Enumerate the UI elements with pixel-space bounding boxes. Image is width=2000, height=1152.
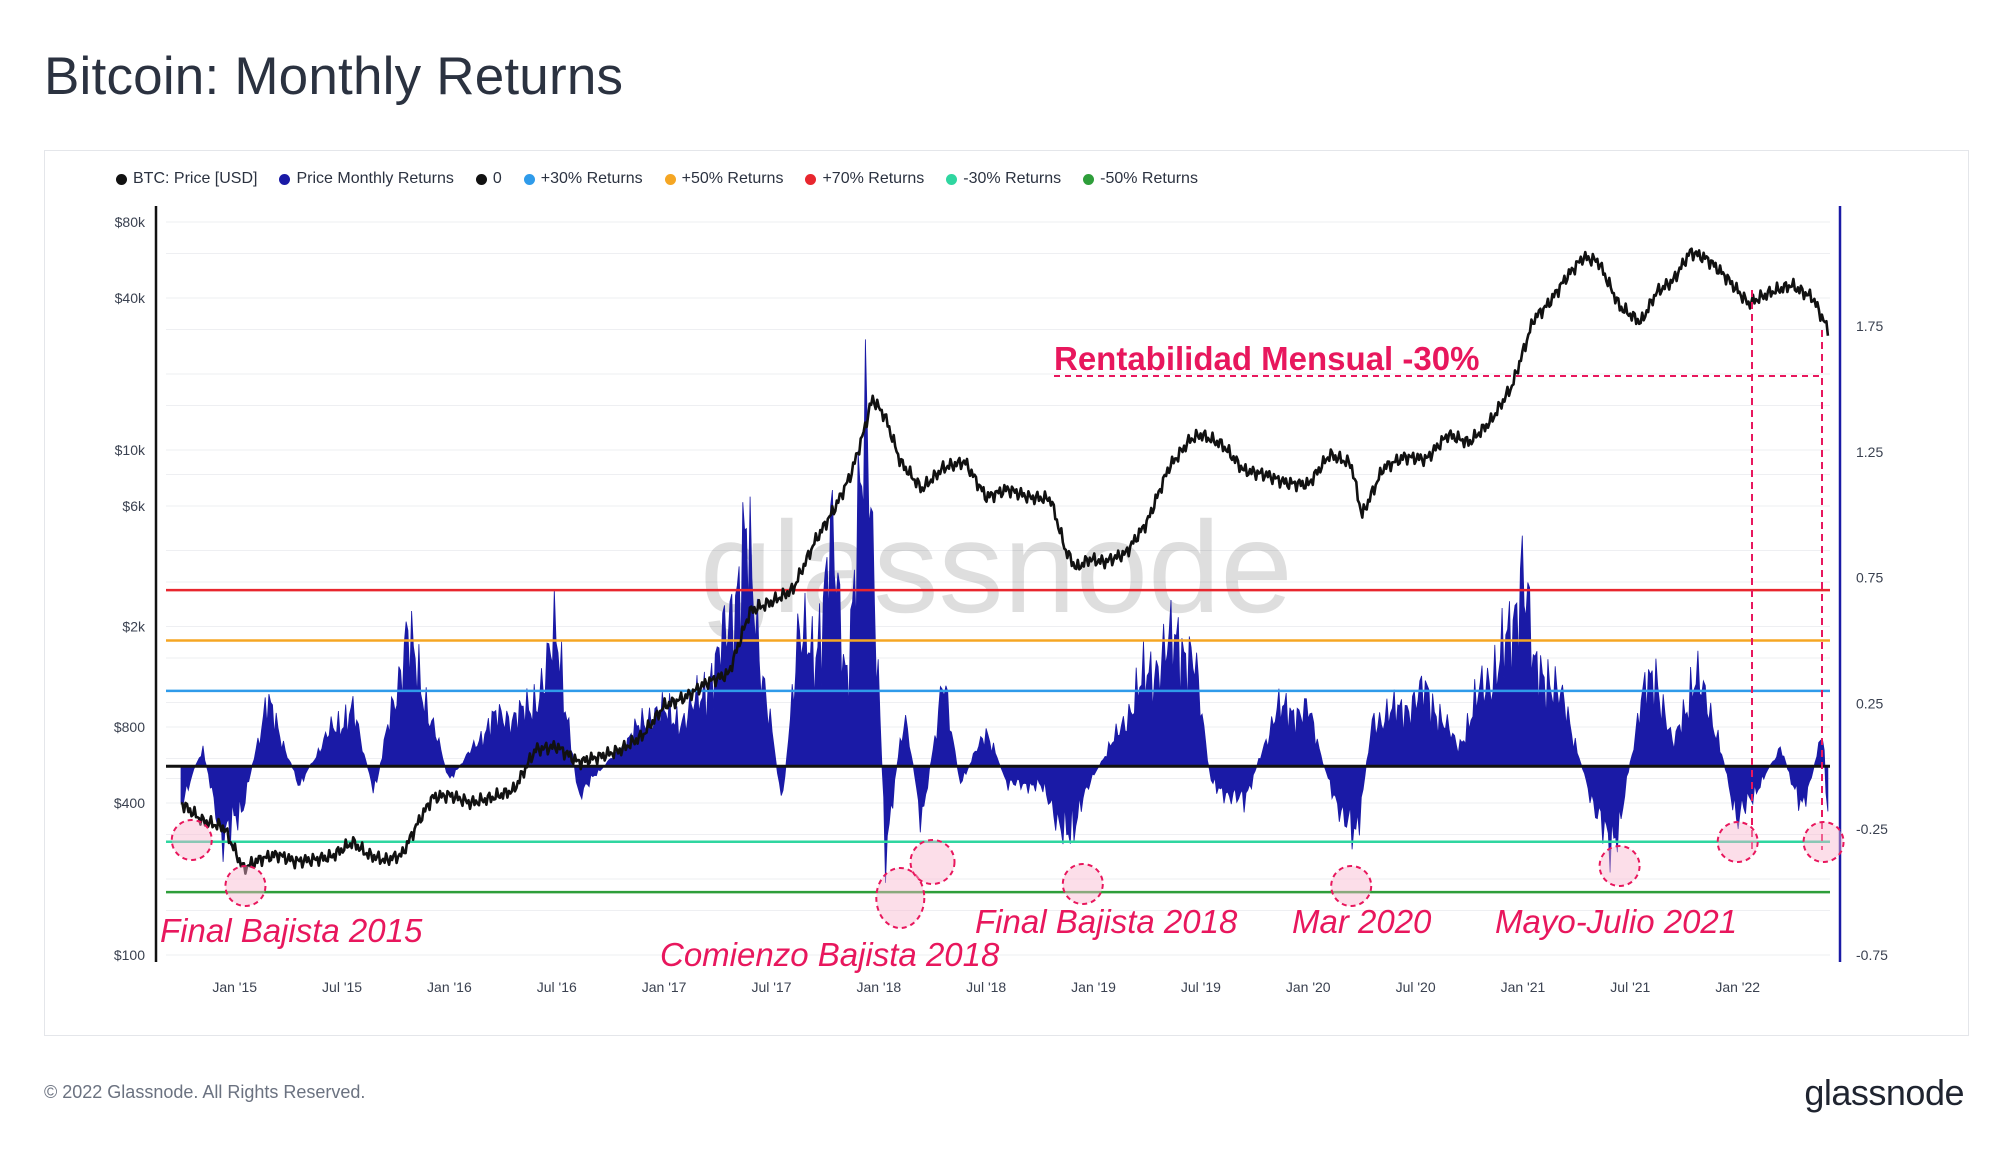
legend-item-plus30[interactable]: +30% Returns	[523, 170, 643, 188]
watermark: glassnode	[700, 494, 1293, 640]
reference-lines	[166, 588, 1830, 894]
x-tick-label: Jul '17	[751, 979, 791, 995]
annotation-mar-2020: Mar 2020	[1292, 903, 1432, 940]
y-left-tick-label: $6k	[122, 498, 146, 514]
legend-label: -30% Returns	[963, 170, 1062, 187]
chart-legend: BTC: Price [USD] Price Monthly Returns 0…	[116, 166, 1198, 192]
legend-label: 0	[492, 170, 502, 187]
circled-low-marker	[1802, 821, 1845, 863]
circled-low-marker	[1330, 865, 1373, 907]
legend-dot	[116, 173, 127, 185]
y-right-tick-label: 1.75	[1856, 318, 1883, 334]
annotation-comienzo-bajista-2018: Comienzo Bajista 2018	[660, 936, 1000, 973]
btc-price-line	[180, 247, 1830, 875]
annotation-final-bajista-2018: Final Bajista 2018	[975, 903, 1238, 940]
legend-dot	[279, 173, 291, 185]
circled-low-marker	[1716, 821, 1759, 863]
y-right-tick-label: -0.75	[1856, 947, 1888, 963]
legend-label: BTC: Price [USD]	[133, 170, 258, 187]
legend-item-minus30[interactable]: -30% Returns	[946, 170, 1061, 188]
x-tick-label: Jul '15	[322, 979, 362, 995]
legend-dot	[805, 173, 817, 185]
y-left-tick-label: $80k	[115, 214, 146, 230]
legend-dot	[946, 173, 958, 185]
x-tick-label: Jan '20	[1286, 979, 1331, 995]
circled-lows	[170, 819, 1845, 929]
x-tick-label: Jul '16	[537, 979, 577, 995]
y-left-tick-label: $10k	[115, 442, 146, 458]
y-right-tick-label: 0.75	[1856, 570, 1883, 586]
legend-label: -50% Returns	[1100, 170, 1198, 187]
footer-logo: glassnode	[1804, 1072, 1964, 1113]
footer-copyright: © 2022 Glassnode. All Rights Reserved.	[44, 1082, 366, 1102]
circled-low-marker	[1598, 845, 1641, 887]
circled-low-marker	[909, 839, 956, 885]
page-title: Bitcoin: Monthly Returns	[44, 47, 624, 106]
legend-item-minus50[interactable]: -50% Returns	[1083, 170, 1198, 188]
x-tick-label: Jul '19	[1181, 979, 1221, 995]
circled-low-marker	[1061, 863, 1104, 905]
legend-item-zero[interactable]: 0	[475, 170, 502, 188]
annotation-final-bajista-2015: Final Bajista 2015	[160, 912, 423, 949]
y-left-tick-label: $100	[114, 947, 145, 963]
legend-label: Price Monthly Returns	[296, 170, 454, 187]
legend-item-plus50[interactable]: +50% Returns	[664, 170, 784, 188]
legend-dot	[523, 173, 535, 185]
x-tick-label: Jan '17	[642, 979, 687, 995]
legend-label: +70% Returns	[822, 170, 925, 187]
legend-dot	[1083, 173, 1095, 185]
y-right-tick-label: -0.25	[1856, 821, 1888, 837]
x-tick-label: Jul '20	[1396, 979, 1436, 995]
legend-dot	[475, 173, 487, 185]
x-tick-label: Jan '19	[1071, 979, 1116, 995]
axes: $100 $400 $800 $2k $6k $10k $40k $80k -0.75 -0.25…	[114, 206, 1888, 995]
monthly-returns-area	[180, 339, 1829, 883]
legend-item-monthly-returns[interactable]: Price Monthly Returns	[279, 170, 454, 188]
legend-item-btc-price[interactable]: BTC: Price [USD]	[116, 170, 257, 188]
y-left-tick-label: $40k	[115, 290, 146, 306]
legend-label: +50% Returns	[681, 170, 784, 187]
x-tick-label: Jul '18	[966, 979, 1006, 995]
y-left-tick-label: $2k	[122, 619, 146, 635]
annotation-mayo-julio-2021: Mayo-Julio 2021	[1495, 903, 1737, 940]
x-tick-label: Jan '16	[427, 979, 472, 995]
circled-low-marker	[170, 819, 213, 861]
y-left-tick-label: $800	[114, 719, 145, 735]
returns-series	[180, 339, 1829, 883]
x-tick-label: Jan '15	[212, 979, 257, 995]
x-tick-label: Jan '21	[1501, 979, 1546, 995]
circled-low-marker	[224, 865, 267, 907]
legend-dot	[664, 173, 676, 185]
legend-item-plus70[interactable]: +70% Returns	[805, 170, 924, 188]
y-right-tick-label: 0.25	[1856, 695, 1883, 711]
annotation-rentabilidad: Rentabilidad Mensual -30%	[1054, 340, 1479, 377]
y-right-tick-label: 1.25	[1856, 444, 1883, 460]
x-tick-label: Jul '21	[1610, 979, 1650, 995]
annotations: Final Bajista 2015 Comienzo Bajista 2018…	[160, 290, 1823, 973]
price-series	[180, 247, 1830, 875]
x-tick-label: Jan '18	[856, 979, 901, 995]
x-tick-label: Jan '22	[1715, 979, 1760, 995]
circled-low-marker	[875, 867, 926, 929]
legend-label: +30% Returns	[540, 170, 643, 187]
y-left-tick-label: $400	[114, 795, 145, 811]
